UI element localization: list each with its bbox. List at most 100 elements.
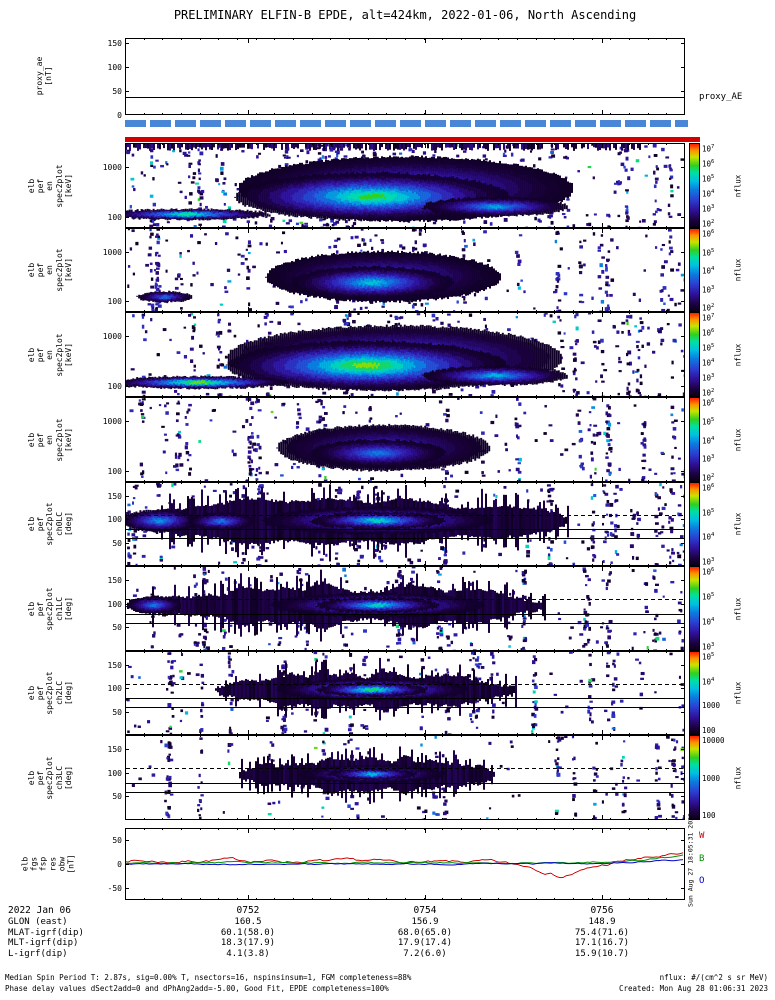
axis-row-label-0: GLON (east) [8, 917, 68, 927]
colorbar-tick-0-4: 103 [702, 204, 715, 214]
axis-row-value-3-1: 7.2(6.0) [403, 948, 447, 959]
proxy-ae-right-label: proxy_AE [699, 92, 743, 102]
axis-row-value-3-2: 15.9(10.7) [574, 948, 630, 959]
spec-ylabel-4: elb pef spec2plot ch0LC [deg] [27, 502, 73, 546]
colorbar-tick-2-4: 103 [702, 373, 715, 383]
fgm-trace-label-O: O [699, 875, 705, 886]
colorbar-tick-6-2: 1000 [702, 701, 721, 711]
colorbar-tick-0-3: 104 [702, 189, 715, 199]
colorbar-tick-0-5: 102 [702, 219, 715, 229]
spec-ytick-7-2: 50 [112, 792, 122, 802]
spec-ytick-3-1: 100 [107, 466, 122, 476]
fgm-canvas [125, 828, 685, 900]
colorbar-tick-1-3: 103 [702, 284, 715, 295]
fgm-trace-label-B: B [699, 853, 705, 864]
proxy-ytick-2: 50 [112, 86, 122, 96]
axis-row-value-1-0: 60.1(58.0) [220, 927, 276, 938]
spec-ytick-4-2: 50 [112, 538, 122, 548]
spec-ylabel-7: elb pef spec2plot ch3LC [deg] [27, 755, 73, 800]
spec-ytick-5-2: 50 [112, 623, 122, 633]
colorbar-tick-2-5: 102 [702, 388, 715, 398]
spec-ylabel-5: elb pef spec2plot ch1LC [deg] [27, 586, 73, 631]
fgm-ytick-2: -50 [107, 883, 122, 893]
colorbar-title-0: nflux [733, 174, 743, 197]
spec-canvas-4 [125, 482, 685, 566]
spec-ytick-0-0: 1000 [102, 162, 122, 172]
colorbar-title-4: nflux [733, 512, 743, 536]
colorbar-4 [689, 482, 700, 566]
time-tick-label-0: 0752 [236, 905, 260, 916]
spec-ylabel-1: elb pef en spec2plot [keV] [27, 248, 73, 292]
colorbar-title-5: nflux [733, 597, 743, 620]
colorbar-tick-4-0: 106 [702, 483, 715, 493]
fgm-ytick-0: 50 [112, 836, 122, 846]
colorbar-tick-3-0: 106 [702, 398, 715, 408]
colorbar-3 [689, 397, 700, 482]
axis-row-value-0-1: 156.9 [411, 917, 439, 927]
spec-ytick-2-0: 1000 [102, 331, 122, 341]
spec-canvas-1 [125, 228, 685, 312]
footer-created: Created: Mon Aug 28 01:06:31 2023 [618, 984, 768, 993]
spec-ylabel-6: elb pef spec2plot ch2LC [deg] [27, 671, 73, 715]
colorbar-tick-0-1: 106 [702, 159, 715, 169]
footer-units-note: nflux: #/(cm^2 s sr MeV) [659, 973, 768, 982]
spec-ytick-6-0: 150 [107, 661, 122, 671]
proxy-ytick-1: 100 [107, 62, 122, 72]
spec-ytick-6-1: 100 [107, 684, 122, 694]
spec-ytick-7-1: 100 [107, 768, 122, 778]
colorbar-tick-0-2: 105 [702, 174, 715, 184]
epoch-bar-red [125, 137, 700, 142]
colorbar-tick-2-0: 107 [702, 313, 715, 323]
sidestamp-label: Sun Aug 27 18:05:31 2023 [686, 813, 695, 907]
spec-ylabel-2: elb pef en spec2plot [keV] [27, 332, 73, 377]
spec-ytick-4-1: 100 [107, 515, 122, 525]
time-tick-label-1: 0754 [413, 905, 437, 916]
spec-canvas-2 [125, 312, 685, 397]
colorbar-tick-4-3: 103 [702, 557, 715, 567]
colorbar-tick-7-0: 10000 [702, 736, 725, 745]
colorbar-0 [689, 143, 700, 228]
colorbar-tick-7-2: 100 [702, 811, 716, 820]
colorbar-title-3: nflux [733, 428, 743, 451]
colorbar-tick-7-1: 1000 [702, 773, 721, 783]
footer-line-1: Median Spin Period T: 2.87s, sig=0.00% T… [5, 973, 412, 982]
colorbar-tick-6-0: 105 [702, 652, 715, 662]
colorbar-tick-1-0: 106 [702, 229, 715, 239]
fgm-ytick-1: 0 [117, 860, 122, 869]
colorbar-tick-3-3: 103 [702, 454, 715, 464]
spec-ytick-1-0: 1000 [102, 247, 122, 257]
colorbar-tick-5-0: 106 [702, 567, 715, 577]
colorbar-tick-5-2: 104 [702, 617, 715, 627]
proxy-ytick-3: 0 [117, 111, 122, 120]
colorbar-tick-4-2: 104 [702, 532, 715, 542]
spec-ytick-4-0: 150 [107, 492, 122, 502]
axis-row-value-3-0: 4.1(3.8) [226, 948, 270, 959]
spec-ytick-5-1: 100 [107, 599, 122, 609]
axis-row-value-1-1: 68.0(65.0) [397, 927, 453, 938]
time-axis-date: 2022 Jan 06 [8, 905, 71, 916]
axis-row-value-2-1: 17.9(17.4) [397, 938, 453, 948]
colorbar-title-6: nflux [733, 681, 743, 705]
fgm-trace-label-W: W [699, 831, 705, 842]
spec-ylabel-0: elb pef en spec2plot [keV] [27, 163, 73, 208]
colorbar-1 [689, 228, 700, 312]
proxy-ytick-0: 150 [107, 38, 122, 48]
colorbar-title-7: nflux [733, 766, 743, 789]
axis-row-label-2: MLT-igrf(dip) [8, 938, 79, 948]
spec-canvas-3 [125, 397, 685, 482]
colorbar-tick-2-2: 105 [702, 343, 715, 353]
spec-canvas-7 [125, 735, 685, 820]
colorbar-tick-1-4: 102 [702, 303, 715, 313]
axis-row-label-3: L-igrf(dip) [8, 948, 68, 959]
colorbar-7 [689, 735, 700, 820]
colorbar-tick-3-1: 105 [702, 416, 715, 427]
colorbar-tick-1-2: 104 [702, 266, 715, 276]
spec-canvas-5 [125, 566, 685, 651]
fgm-ylabel: elb fgs fsp res obw [nT] [20, 854, 76, 874]
colorbar-tick-1-1: 105 [702, 247, 715, 258]
proxy-y-axis-label: proxy_ae [nT] [34, 56, 53, 96]
spec-canvas-0 [125, 143, 685, 228]
proxy-ae-canvas [125, 38, 685, 115]
colorbar-tick-6-3: 100 [702, 726, 716, 735]
